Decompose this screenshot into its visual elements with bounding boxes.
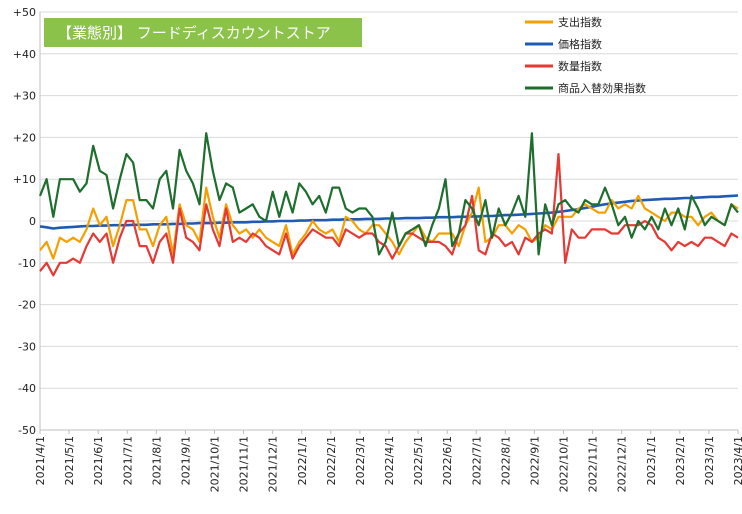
y-tick-labels: +50 +40 +30 +20 +10 0 -10 -20 -30 -40 -50 xyxy=(13,6,36,437)
y-tick-label: -30 xyxy=(18,340,36,353)
x-tick-label: 2021/8/1 xyxy=(150,436,163,485)
legend-label: 商品入替効果指数 xyxy=(558,81,646,95)
x-tick-label: 2023/2/1 xyxy=(674,436,687,485)
series-line-1 xyxy=(39,194,739,230)
series-line-2 xyxy=(39,153,739,277)
legend-label: 価格指数 xyxy=(558,37,602,51)
title-badge-background xyxy=(44,18,362,47)
x-tick-label: 2021/12/1 xyxy=(267,436,280,492)
x-tick-label: 2023/4/1 xyxy=(732,436,742,485)
x-tick-labels: 2021/4/1 2021/5/1 2021/6/1 2021/7/1 2021/8/1… xyxy=(34,436,742,492)
axes xyxy=(39,12,739,434)
x-tick-label: 2021/5/1 xyxy=(63,436,76,485)
x-tick-label: 2022/9/1 xyxy=(528,436,541,485)
x-tick-label: 2022/5/1 xyxy=(412,436,425,485)
y-tick-label: 0 xyxy=(29,215,36,228)
x-tick-label: 2022/10/1 xyxy=(558,436,571,492)
y-tick-label: -10 xyxy=(18,257,36,270)
x-tick-label: 2021/6/1 xyxy=(92,436,105,485)
x-tick-label: 2023/1/1 xyxy=(645,436,658,485)
x-tick-label: 2021/4/1 xyxy=(34,436,47,485)
x-tick-label: 2021/10/1 xyxy=(209,436,222,492)
x-tick-label: 2022/4/1 xyxy=(383,436,396,485)
y-tick-label: -50 xyxy=(18,424,36,437)
x-tick-label: 2022/7/1 xyxy=(470,436,483,485)
x-tick-label: 2022/1/1 xyxy=(296,436,309,485)
x-tick-label: 2021/7/1 xyxy=(121,436,134,485)
series-line-0 xyxy=(39,186,739,260)
x-tick-label: 2022/12/1 xyxy=(616,436,629,492)
y-tick-label: +10 xyxy=(13,173,36,186)
y-tick-label: +30 xyxy=(13,90,36,103)
legend-label: 数量指数 xyxy=(558,59,602,73)
y-tick-label: -40 xyxy=(18,382,36,395)
y-tick-label: +40 xyxy=(13,48,36,61)
series-lines xyxy=(38,132,739,277)
series-line-3 xyxy=(38,132,739,256)
x-tick-label: 2021/9/1 xyxy=(179,436,192,485)
chart-title: 【業態別】 フードディスカウントストア xyxy=(57,24,331,42)
x-tick-label: 2022/6/1 xyxy=(441,436,454,485)
x-tick-label: 2021/11/1 xyxy=(238,436,251,492)
title-badge: 【業態別】 フードディスカウントストア xyxy=(44,18,362,47)
legend-label: 支出指数 xyxy=(558,15,602,29)
y-tick-label: +50 xyxy=(13,6,36,19)
x-tick-label: 2022/2/1 xyxy=(325,436,338,485)
x-tick-label: 2023/3/1 xyxy=(703,436,716,485)
y-tick-label: +20 xyxy=(13,131,36,144)
x-tick-label: 2022/8/1 xyxy=(499,436,512,485)
x-tick-label: 2022/3/1 xyxy=(354,436,367,485)
x-tick-label: 2022/11/1 xyxy=(587,436,600,492)
y-tick-label: -20 xyxy=(18,299,36,312)
